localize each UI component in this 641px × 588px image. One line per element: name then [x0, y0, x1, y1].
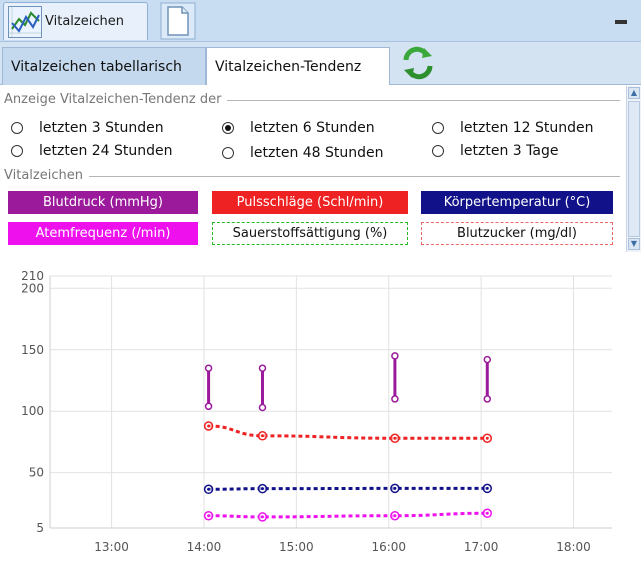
x-tick-label: 14:00 [187, 540, 222, 554]
radio-label: letzten 12 Stunden [460, 120, 594, 136]
x-tick-label: 16:00 [371, 540, 406, 554]
blutdruck-point [204, 402, 213, 411]
y-tick-label: 5 [36, 521, 44, 535]
tab-label: Vitalzeichen tabellarisch [11, 58, 182, 75]
series-point-core [393, 436, 397, 440]
x-tick-label: 13:00 [94, 540, 129, 554]
series-line [208, 486, 488, 491]
series-point-core [260, 434, 264, 438]
radio-dot[interactable] [222, 147, 234, 159]
scroll-thumb[interactable] [628, 101, 640, 237]
y-tick-label: 200 [21, 281, 44, 295]
series-point-core [485, 511, 489, 515]
options-panel: Anzeige Vitalzeichen-Tendenz der letzten… [0, 86, 641, 252]
view-tabs: Vitalzeichen tabellarisch Vitalzeichen-T… [0, 42, 641, 85]
blutdruck-point [258, 403, 267, 412]
series-point-core [485, 436, 489, 440]
y-tick-label: 210 [21, 269, 44, 283]
atemfrequenz-button[interactable]: Atemfrequenz (/min) [8, 222, 198, 245]
button-label: Sauerstoffsättigung (%) [232, 226, 388, 241]
radio-label: letzten 3 Stunden [39, 120, 164, 136]
button-label: Pulsschläge (Schl/min) [236, 195, 384, 210]
series-point-core [260, 487, 264, 491]
minimize-icon[interactable] [615, 20, 627, 24]
blutdruck-point [391, 352, 399, 360]
series-line [208, 424, 488, 440]
tab-vitalzeichen-tabellarisch[interactable]: Vitalzeichen tabellarisch [2, 47, 206, 85]
series-point-core [485, 486, 489, 490]
blutdruck-point [258, 364, 267, 372]
radio-letzten-24-stunden[interactable]: letzten 24 Stunden [11, 143, 173, 159]
section-divider [8, 100, 620, 101]
y-tick-label: 150 [21, 343, 44, 357]
radio-label: letzten 48 Stunden [250, 145, 384, 161]
range-section-label: Anzeige Vitalzeichen-Tendenz der [4, 92, 228, 107]
radio-letzten-6-stunden[interactable]: letzten 6 Stunden [222, 120, 375, 136]
radio-dot[interactable] [432, 122, 444, 134]
scroll-down-icon[interactable]: ▼ [628, 238, 640, 250]
x-tick-label: 17:00 [464, 540, 499, 554]
series-point-core [207, 424, 211, 428]
radio-label: letzten 24 Stunden [39, 143, 173, 159]
radio-letzten-3-tage[interactable]: letzten 3 Tage [432, 143, 558, 159]
button-label: Atemfrequenz (/min) [35, 226, 171, 241]
vitals-section-label: Vitalzeichen [4, 168, 89, 183]
radio-letzten-12-stunden[interactable]: letzten 12 Stunden [432, 120, 594, 136]
radio-dot[interactable] [222, 122, 234, 134]
series-point-core [393, 514, 397, 518]
section-divider [8, 176, 620, 177]
options-scrollbar[interactable]: ▲ ▼ [626, 86, 641, 252]
x-tick-label: 18:00 [556, 540, 591, 554]
tab-label: Vitalzeichen-Tendenz [215, 58, 362, 75]
tab-vitalzeichen-tendenz[interactable]: Vitalzeichen-Tendenz [206, 47, 390, 85]
document-icon[interactable] [160, 2, 196, 40]
series-point-core [393, 486, 397, 490]
chart-line-icon [8, 5, 42, 38]
blutdruck-button[interactable]: Blutdruck (mmHg) [8, 191, 198, 214]
radio-letzten-48-stunden[interactable]: letzten 48 Stunden [222, 145, 384, 161]
radio-label: letzten 6 Stunden [250, 120, 375, 136]
radio-label: letzten 3 Tage [460, 143, 559, 159]
koerpertemperatur-button[interactable]: Körpertemperatur (°C) [421, 191, 613, 214]
pulsschlaege-button[interactable]: Pulsschläge (Schl/min) [212, 191, 408, 214]
series-point-core [260, 515, 264, 519]
series-line [208, 511, 488, 519]
radio-dot[interactable] [11, 145, 23, 157]
window-title: Vitalzeichen [45, 14, 124, 29]
y-tick-label: 50 [29, 466, 44, 480]
title-bar: Vitalzeichen [0, 0, 641, 42]
blutdruck-point [204, 364, 213, 372]
sauerstoffsaettigung-button[interactable]: Sauerstoffsättigung (%) [212, 222, 408, 245]
refresh-arrows-icon[interactable] [400, 46, 436, 80]
series-point-core [207, 487, 211, 491]
blutdruck-point [483, 355, 492, 364]
radio-letzten-3-stunden[interactable]: letzten 3 Stunden [11, 120, 164, 136]
blutzucker-button[interactable]: Blutzucker (mg/dl) [421, 222, 613, 245]
series-point-core [207, 514, 211, 518]
radio-dot[interactable] [11, 122, 23, 134]
scroll-up-icon[interactable]: ▲ [628, 87, 640, 99]
y-tick-label: 100 [21, 404, 44, 418]
blutdruck-point [483, 395, 492, 403]
blutdruck-point [391, 395, 399, 403]
radio-dot[interactable] [432, 145, 444, 157]
window-tab-vitalzeichen[interactable]: Vitalzeichen [3, 2, 148, 40]
button-label: Blutzucker (mg/dl) [457, 226, 577, 241]
x-tick-label: 15:00 [279, 540, 314, 554]
button-label: Blutdruck (mmHg) [42, 195, 163, 210]
button-label: Körpertemperatur (°C) [443, 195, 591, 210]
